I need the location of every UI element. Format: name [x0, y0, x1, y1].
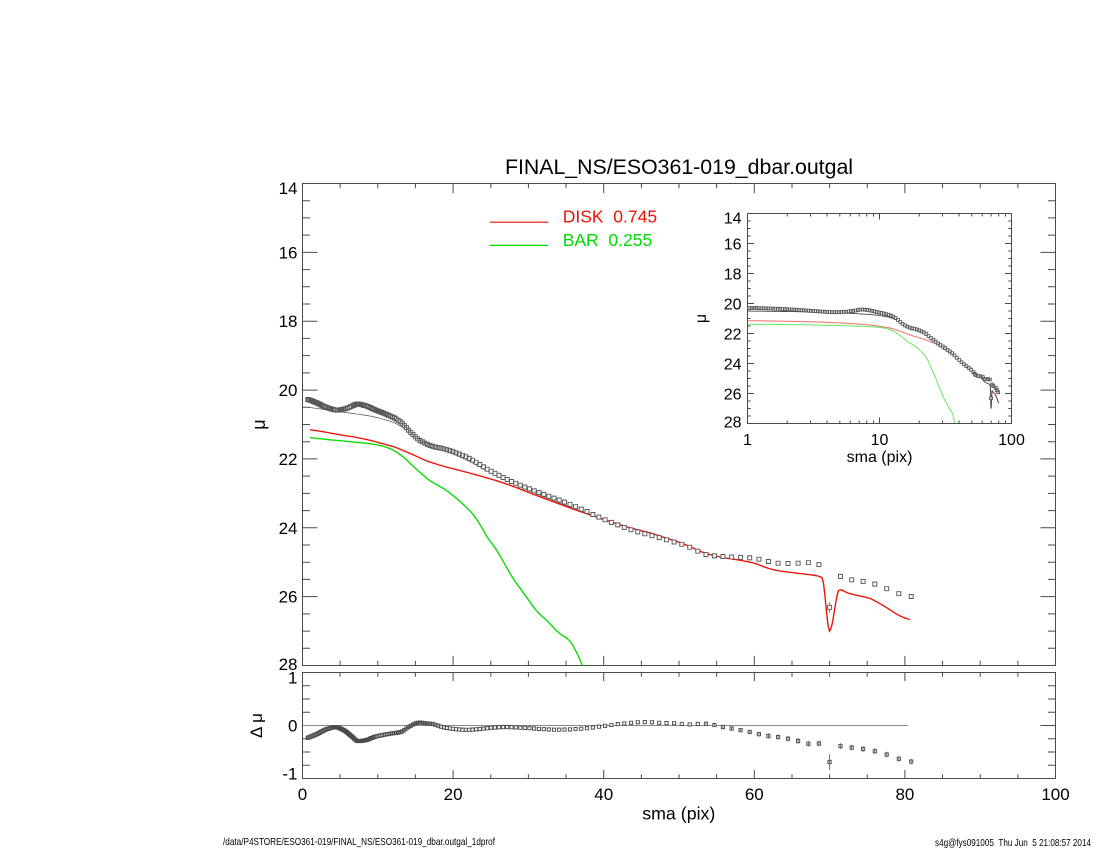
svg-text:22: 22 — [279, 450, 298, 469]
svg-text:16: 16 — [724, 236, 742, 253]
svg-text:1: 1 — [288, 668, 297, 687]
svg-text:100: 100 — [998, 432, 1025, 449]
svg-text:sma (pix): sma (pix) — [847, 449, 913, 466]
svg-text:28: 28 — [279, 655, 298, 674]
svg-text:80: 80 — [895, 785, 914, 804]
svg-text:-1: -1 — [282, 764, 297, 783]
svg-text:0: 0 — [298, 785, 307, 804]
svg-text:28: 28 — [724, 414, 742, 431]
svg-text:0: 0 — [288, 716, 297, 735]
svg-text:Δ μ: Δ μ — [247, 713, 266, 738]
svg-text:14: 14 — [724, 210, 742, 227]
svg-text:1: 1 — [743, 432, 752, 449]
svg-text:100: 100 — [1041, 785, 1069, 804]
svg-text:20: 20 — [279, 381, 298, 400]
svg-text:26: 26 — [279, 588, 298, 607]
svg-text:14: 14 — [279, 179, 298, 198]
svg-text:20: 20 — [724, 296, 742, 313]
svg-text:16: 16 — [279, 243, 298, 262]
svg-text:sma (pix): sma (pix) — [642, 804, 715, 824]
svg-text:μ: μ — [249, 419, 269, 429]
svg-text:20: 20 — [444, 785, 463, 804]
svg-text:24: 24 — [279, 519, 298, 538]
svg-text:26: 26 — [724, 386, 742, 403]
svg-text:22: 22 — [724, 326, 742, 343]
svg-text:24: 24 — [724, 356, 742, 373]
svg-text:FINAL_NS/ESO361-019_dbar.outga: FINAL_NS/ESO361-019_dbar.outgal — [505, 155, 853, 179]
svg-text:40: 40 — [594, 785, 613, 804]
svg-text:18: 18 — [279, 312, 298, 331]
svg-text:μ: μ — [693, 314, 710, 323]
svg-text:18: 18 — [724, 266, 742, 283]
svg-text:10: 10 — [871, 432, 889, 449]
svg-text:60: 60 — [745, 785, 764, 804]
svg-text:BAR 0.255: BAR 0.255 — [563, 230, 653, 250]
svg-text:DISK 0.745: DISK 0.745 — [563, 207, 657, 227]
svg-text:/data/P4STORE/ESO361-019/FINAL: /data/P4STORE/ESO361-019/FINAL_NS/ESO361… — [223, 837, 495, 848]
svg-text:s4g@fys091005 Thu Jun 5 21:0: s4g@fys091005 Thu Jun 5 21:08:57 2014 — [935, 838, 1091, 849]
